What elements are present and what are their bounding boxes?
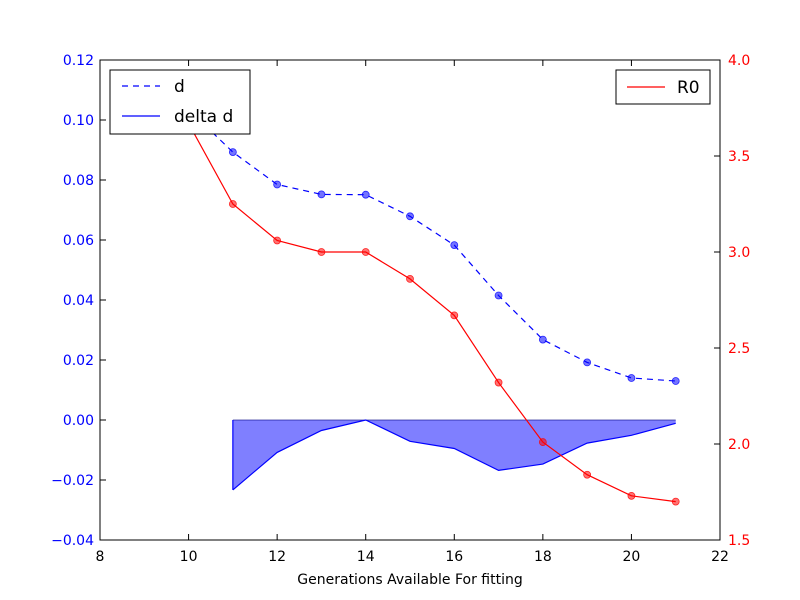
series-d-point	[450, 241, 459, 250]
series-d-point	[671, 377, 680, 385]
legend-left-box	[109, 69, 251, 135]
series-r0-point	[538, 438, 547, 446]
series-r0-point	[627, 491, 636, 500]
x-tick-label: 14	[357, 549, 375, 565]
x-tick-label: 16	[445, 549, 463, 565]
y-left-tick-label: −0.04	[51, 533, 94, 549]
series-d-point	[273, 180, 282, 189]
x-tick-label: 12	[268, 549, 286, 565]
y-right-tick-label: 1.5	[728, 533, 750, 549]
y-right-tick-label: 3.0	[728, 245, 750, 261]
series-r0-point	[273, 236, 282, 245]
series-r0-line	[188, 123, 676, 503]
y-left-tick-label: 0.12	[63, 53, 94, 69]
y-left-tick-label: 0.06	[63, 233, 94, 249]
series-d-point	[627, 374, 636, 382]
series-d-point	[583, 358, 592, 367]
series-d-point	[494, 291, 503, 300]
series-d-point	[228, 148, 237, 157]
y-left-tick-label: 0.08	[63, 173, 94, 189]
y-left-tick-label: 0.00	[63, 413, 94, 429]
y-right-tick-label: 4.0	[728, 53, 750, 69]
series-d-point	[361, 190, 370, 199]
x-tick-label: 18	[534, 549, 552, 565]
x-tick-label: 22	[711, 549, 729, 565]
series-d-line	[188, 109, 676, 382]
y-right-tick-label: 3.5	[728, 149, 750, 165]
series-delta-d-area	[232, 420, 676, 490]
series-r0-point	[494, 378, 503, 387]
series-r0-point	[671, 497, 680, 506]
series-d-point	[406, 212, 414, 221]
legend-right: R0	[615, 69, 711, 105]
series-r0-point	[406, 274, 414, 283]
series-d-point	[538, 335, 547, 344]
y-right-tick-label: 2.0	[728, 437, 750, 453]
legend-d-label: d	[174, 77, 185, 97]
x-tick-label: 10	[180, 549, 198, 565]
x-axis-label: Generations Available For fitting	[297, 572, 522, 588]
series-r0-point	[361, 248, 370, 256]
y-right-tick-label: 2.5	[728, 341, 750, 357]
series-r0-point	[583, 470, 592, 479]
y-left-tick-label: −0.02	[51, 473, 94, 489]
y-left-tick-label: 0.02	[63, 353, 94, 369]
series-r0-point	[450, 311, 459, 320]
y-left-tick-label: 0.04	[63, 293, 94, 309]
series-delta-d-line	[232, 419, 676, 491]
y-left-tick-label: 0.10	[63, 113, 94, 129]
x-tick-label: 20	[623, 549, 641, 565]
series-d-point	[317, 190, 326, 199]
legend-left: d delta d	[109, 69, 251, 135]
series-r0-point	[317, 248, 326, 256]
x-tick-label: 8	[96, 549, 105, 565]
series-r0-point	[228, 200, 237, 208]
legend-r0-label: R0	[677, 78, 700, 98]
legend-delta-d-label: delta d	[174, 107, 233, 127]
